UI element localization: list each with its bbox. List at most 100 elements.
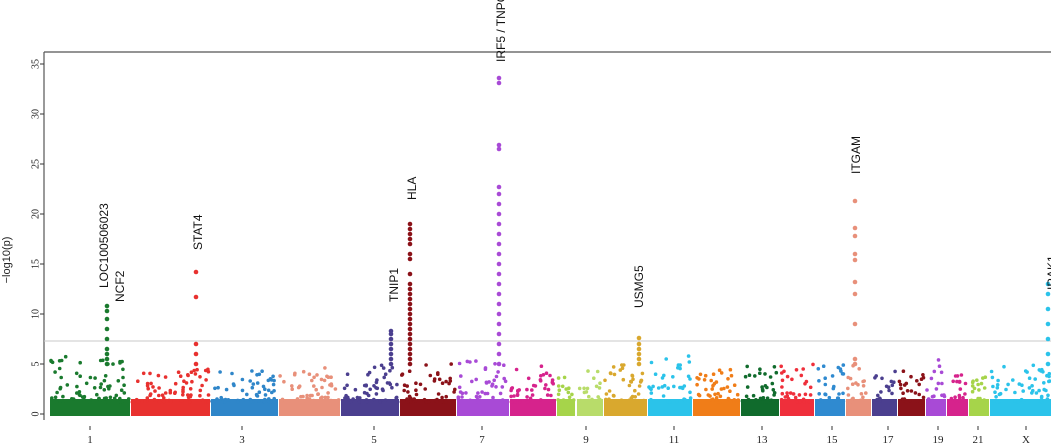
chromosome-point-1 — [102, 388, 107, 392]
chromosome-point-8 — [509, 400, 514, 404]
chromosome-point-6 — [436, 392, 441, 396]
x-tick-label: 15 — [827, 434, 839, 446]
chromosome-point-6 — [436, 371, 440, 375]
chromosome-point-9 — [556, 392, 561, 397]
chromosome-point-12 — [678, 363, 682, 367]
chromosome-point-1 — [55, 400, 59, 404]
chromosome-band-16 — [815, 399, 845, 416]
peak-point-7 — [496, 291, 502, 297]
chromosome-point-15 — [799, 373, 804, 378]
chromosome-point-19 — [921, 375, 926, 380]
chromosome-point-6 — [444, 379, 448, 384]
chromosome-point-12 — [675, 399, 679, 404]
chromosome-point-19 — [904, 400, 908, 404]
chromosome-point-2 — [195, 367, 199, 372]
peak-point-16 — [852, 198, 858, 204]
chromosome-point-5 — [345, 383, 349, 388]
chromosome-point-1 — [58, 386, 62, 391]
chromosome-point-10 — [577, 386, 582, 391]
chromosome-point-14 — [761, 396, 766, 400]
chromosome-point-1 — [50, 360, 55, 365]
chromosome-point-14 — [745, 385, 750, 389]
peak-point-7 — [496, 211, 502, 217]
chromosome-point-17 — [854, 381, 858, 385]
chromosome-point-13 — [706, 393, 711, 397]
chromosome-point-6 — [402, 388, 407, 393]
chromosome-point-5 — [395, 400, 400, 404]
chromosome-band-21 — [947, 399, 968, 416]
chromosome-point-6 — [424, 363, 428, 367]
chromosome-point-2 — [203, 368, 208, 373]
chromosome-band-1 — [50, 399, 130, 416]
chromosome-point-15 — [780, 378, 785, 383]
chromosome-point-X — [991, 384, 995, 389]
y-tick-label: 30 — [30, 109, 41, 119]
chromosome-point-6 — [450, 399, 455, 404]
chromosome-point-17 — [851, 396, 855, 401]
chromosome-point-2 — [134, 397, 139, 402]
chromosome-point-2 — [181, 385, 185, 390]
chromosome-point-10 — [592, 376, 596, 381]
peak-point-7 — [496, 261, 502, 267]
chromosome-point-2 — [157, 386, 161, 390]
peak-point-7 — [496, 341, 502, 347]
chromosome-point-9 — [561, 398, 566, 402]
chromosome-point-13 — [698, 372, 703, 377]
chromosome-point-14 — [743, 374, 748, 379]
peak-point-6 — [407, 281, 413, 287]
peak-point-2 — [193, 269, 199, 275]
peak-point-11 — [636, 351, 642, 357]
peak-point-16 — [852, 233, 858, 239]
chromosome-point-16 — [836, 398, 841, 403]
y-tick-label: 35 — [30, 59, 41, 69]
y-tick-group: 0 5 10 15 20 25 30 35 — [30, 59, 44, 417]
chromosome-point-7 — [487, 380, 491, 384]
chromosome-point-5 — [358, 396, 362, 400]
chromosome-point-17 — [848, 376, 853, 381]
chromosome-point-12 — [649, 360, 654, 365]
peak-point-7 — [496, 221, 502, 227]
peak-point-11 — [636, 361, 642, 367]
chromosome-point-13 — [726, 377, 730, 381]
chromosome-point-14 — [763, 384, 768, 388]
gene-annotation: ITGAM — [849, 136, 863, 174]
chromosome-point-1 — [77, 393, 82, 397]
peak-point-X — [1045, 361, 1051, 367]
chromosome-point-11 — [620, 363, 624, 367]
chromosome-point-8 — [541, 373, 546, 377]
chromosome-point-2 — [173, 381, 178, 386]
chromosome-point-2 — [148, 371, 152, 376]
chromosome-point-3 — [216, 385, 220, 390]
peak-point-7 — [496, 251, 502, 257]
chromosome-point-18 — [872, 399, 876, 404]
chromosome-point-7 — [476, 391, 480, 395]
chromosome-point-4 — [290, 387, 295, 392]
chromosome-point-6 — [439, 399, 444, 404]
chromosome-point-2 — [160, 393, 165, 398]
chromosome-point-2 — [156, 373, 161, 378]
chromosome-point-18 — [892, 380, 896, 385]
chromosome-point-9 — [557, 388, 562, 393]
chromosome-point-6 — [418, 382, 423, 387]
chromosome-point-13 — [696, 392, 701, 397]
chromosome-point-19 — [921, 395, 926, 400]
chromosome-point-3 — [215, 397, 219, 401]
chromosome-point-18 — [887, 388, 891, 393]
chromosome-point-7 — [457, 385, 462, 390]
chromosome-point-15 — [780, 385, 784, 389]
chromosome-point-15 — [811, 362, 815, 367]
chromosome-point-13 — [717, 368, 722, 373]
chromosome-point-18 — [886, 385, 891, 390]
chromosome-band-11 — [604, 399, 647, 416]
peak-point-5 — [388, 336, 394, 342]
chromosome-point-8 — [518, 400, 522, 404]
peak-point-6 — [407, 251, 413, 257]
chromosome-point-X — [1013, 390, 1017, 395]
peak-point-6 — [407, 336, 413, 342]
chromosome-point-13 — [716, 391, 720, 396]
chromosome-point-11 — [642, 398, 646, 403]
chromosome-point-19 — [897, 379, 902, 384]
chromosome-point-2 — [192, 368, 196, 373]
peak-point-2 — [193, 341, 199, 347]
peak-point-1 — [104, 361, 110, 367]
